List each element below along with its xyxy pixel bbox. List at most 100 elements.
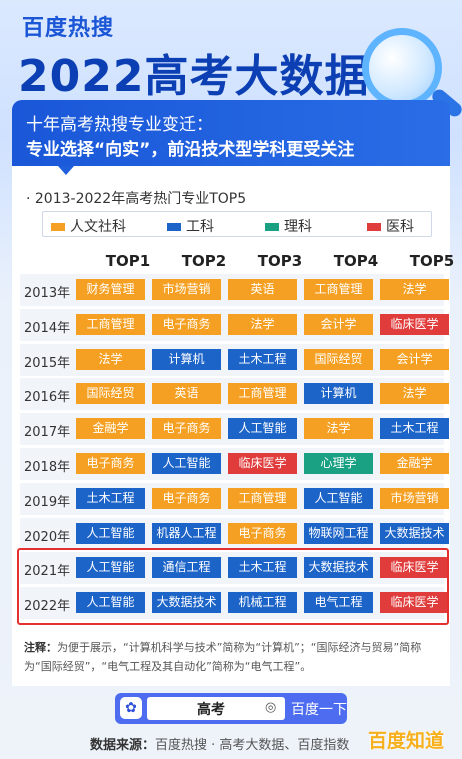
major-cell: 电子商务: [76, 453, 145, 474]
major-cell: 临床医学: [380, 557, 449, 579]
major-cell: 法学: [304, 418, 373, 440]
major-cell: 人工智能: [304, 487, 373, 509]
major-cell: 计算机: [304, 383, 373, 405]
major-cell: 电子商务: [152, 487, 221, 509]
major-cell: 临床医学: [380, 313, 449, 335]
major-cell: 财务管理: [76, 279, 145, 300]
major-cell: 会计学: [304, 313, 373, 335]
major-cell: 金融学: [76, 418, 145, 440]
table-row: 2016年 国际经贸 英语 工商管理 计算机 法学: [20, 378, 449, 411]
major-cell: 国际经贸: [304, 348, 373, 370]
data-source: 数据来源：百度热搜 · 高考大数据、百度指数: [90, 734, 349, 753]
chart-subtitle: · 2013-2022年高考热门专业TOP5: [26, 191, 247, 207]
year-label: 2014年: [24, 320, 71, 336]
table-row: 2014年 工商管理 电子商务 法学 会计学 临床医学: [20, 308, 449, 341]
brand-title: 百度热搜: [22, 16, 115, 41]
major-cell: 临床医学: [380, 592, 449, 614]
source-label: 数据来源：: [90, 738, 156, 753]
major-cell: 土木工程: [380, 418, 449, 440]
legend-swatch-icon: [51, 223, 65, 231]
legend-swatch-icon: [265, 223, 279, 231]
major-cell: 人工智能: [76, 522, 145, 544]
major-cell: 机器人工程: [152, 522, 221, 544]
year-label: 2021年: [24, 564, 71, 580]
major-cell: 英语: [228, 279, 297, 300]
legend: 人文社科 工科 理科 医科: [42, 211, 432, 237]
table-row: 2021年 人工智能 通信工程 土木工程 大数据技术 临床医学: [20, 552, 449, 585]
year-label: 2016年: [24, 390, 71, 406]
table-row: 2019年 土木工程 电子商务 工商管理 人工智能 市场营销: [20, 482, 449, 515]
major-cell: 电子商务: [152, 313, 221, 335]
table-row: 2020年 人工智能 机器人工程 电子商务 物联网工程 大数据技术: [20, 517, 449, 550]
major-cell: 大数据技术: [152, 592, 221, 614]
column-header-2: TOP2: [181, 252, 227, 270]
legend-label: 医科: [386, 219, 414, 235]
major-cell: 机械工程: [228, 592, 297, 614]
camera-icon[interactable]: ◎: [265, 700, 277, 715]
major-cell: 法学: [228, 313, 297, 335]
major-cell: 大数据技术: [380, 522, 449, 544]
search-button[interactable]: 百度一下: [291, 702, 347, 718]
column-header-3: TOP3: [257, 252, 303, 270]
year-label: 2017年: [24, 425, 71, 441]
legend-label: 人文社科: [70, 219, 126, 235]
year-label: 2019年: [24, 494, 71, 510]
column-header-1: TOP1: [105, 252, 151, 270]
column-header-5: TOP5: [409, 252, 455, 270]
banner-line-2: 专业选择“向实”，前沿技术型学科更受关注: [26, 140, 355, 160]
year-label: 2018年: [24, 460, 71, 475]
table-row: 2022年 人工智能 大数据技术 机械工程 电气工程 临床医学: [20, 587, 449, 620]
column-header-4: TOP4: [333, 252, 379, 270]
major-cell: 法学: [76, 348, 145, 370]
major-cell: 电子商务: [152, 418, 221, 440]
major-cell: 人工智能: [228, 418, 297, 440]
search-query: 高考: [197, 702, 225, 718]
year-label: 2015年: [24, 355, 71, 371]
legend-label: 工科: [186, 219, 214, 235]
legend-swatch-icon: [367, 223, 381, 231]
highlight-box: [17, 548, 449, 625]
table-row: 2013年 财务管理 市场营销 英语 工商管理 法学: [20, 274, 449, 306]
major-cell: 工商管理: [228, 383, 297, 405]
major-cell: 人工智能: [76, 592, 145, 614]
year-label: 2020年: [24, 529, 71, 545]
search-input[interactable]: 高考 ◎: [147, 697, 285, 720]
footnote-label: 注释：: [24, 641, 57, 654]
search-bar[interactable]: ✿ 高考 ◎ 百度一下: [115, 693, 347, 724]
major-cell: 人工智能: [76, 557, 145, 579]
footnote: 注释：为便于展示，“计算机科学与技术”简称为“计算机”；“国际经济与贸易”简称为…: [24, 638, 444, 676]
legend-swatch-icon: [167, 223, 181, 231]
banner-line-1: 十年高考热搜专业变迁：: [26, 115, 213, 135]
major-cell: 会计学: [380, 348, 449, 370]
major-cell: 国际经贸: [76, 383, 145, 405]
banner-pointer-icon: [58, 166, 74, 175]
major-cell: 英语: [152, 383, 221, 405]
major-cell: 土木工程: [228, 348, 297, 370]
major-cell: 土木工程: [228, 557, 297, 579]
legend-item-engineering: 工科: [167, 216, 214, 236]
major-cell: 法学: [380, 383, 449, 405]
legend-label: 理科: [284, 219, 312, 235]
major-cell: 物联网工程: [304, 522, 373, 544]
table-row: 2017年 金融学 电子商务 人工智能 法学 土木工程: [20, 413, 449, 446]
page-title: 2022高考大数据: [18, 51, 370, 102]
major-cell: 金融学: [380, 453, 449, 474]
major-cell: 临床医学: [228, 453, 297, 474]
source-text: 百度热搜 · 高考大数据、百度指数: [155, 738, 350, 753]
major-cell: 市场营销: [152, 279, 221, 300]
baidu-paw-icon: ✿: [120, 697, 142, 719]
major-cell: 土木工程: [76, 487, 145, 509]
legend-item-science: 理科: [265, 216, 312, 236]
major-cell: 通信工程: [152, 557, 221, 579]
major-cell: 工商管理: [228, 487, 297, 509]
major-cell: 电气工程: [304, 592, 373, 614]
legend-item-humanities: 人文社科: [51, 216, 126, 236]
legend-item-medicine: 医科: [367, 216, 414, 236]
major-cell: 心理学: [304, 453, 373, 474]
major-cell: 工商管理: [76, 313, 145, 335]
magnifier-icon: [362, 28, 442, 108]
title-banner: 十年高考热搜专业变迁： 专业选择“向实”，前沿技术型学科更受关注: [12, 100, 450, 166]
major-cell: 市场营销: [380, 487, 449, 509]
major-cell: 法学: [380, 279, 449, 300]
